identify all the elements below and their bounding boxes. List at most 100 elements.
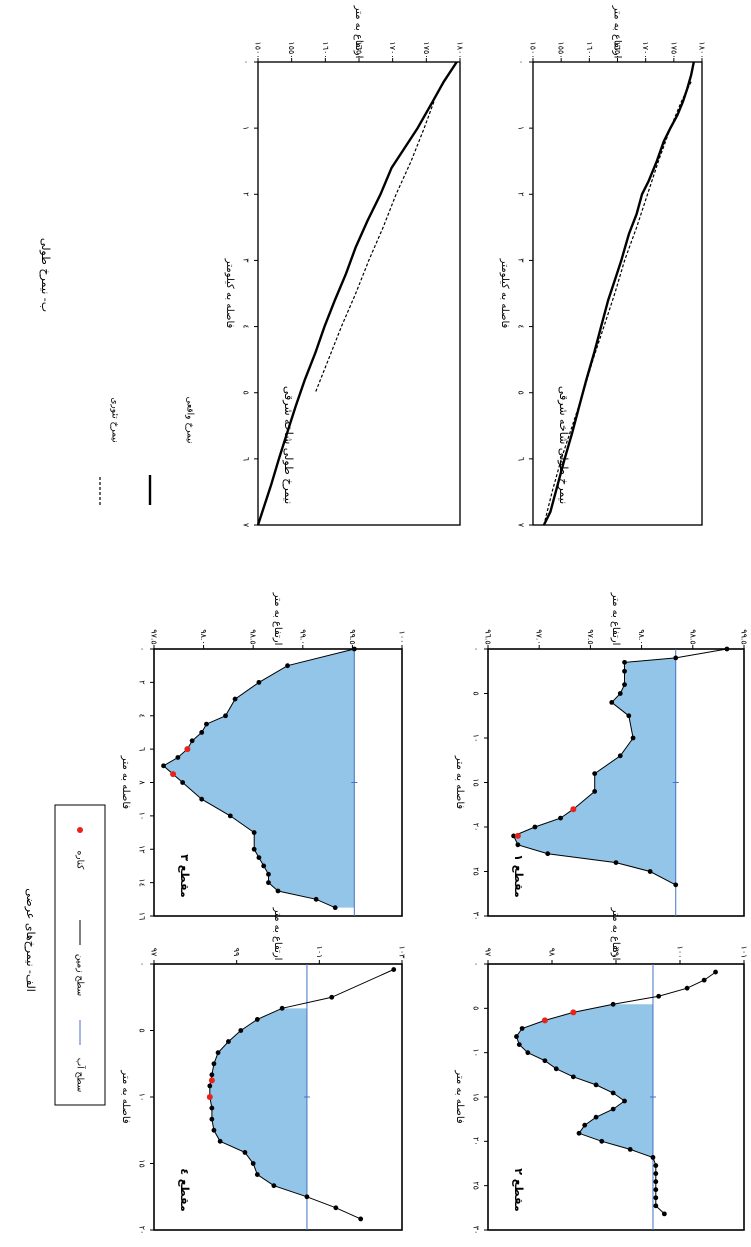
cross-section-title: مقطع ٣	[178, 854, 191, 898]
ground-point	[684, 985, 690, 991]
ground-point	[622, 682, 627, 687]
distance-tick-label: ١	[242, 126, 251, 130]
ground-point	[217, 1138, 223, 1144]
distance-tick-label: ٢٠	[138, 1226, 147, 1235]
ground-point	[199, 796, 205, 802]
distance-tick-label: ١٠	[138, 1093, 147, 1102]
ground-point	[653, 1171, 659, 1176]
ground-point	[592, 789, 598, 794]
distance-tick-label: ١٠	[472, 1048, 481, 1057]
value-tick-label: ٩٧	[150, 948, 159, 957]
legend-scour-label: کناره	[75, 851, 85, 871]
value-tick-label: ٩٧	[484, 948, 493, 957]
ground-point	[285, 663, 290, 669]
ground-point	[189, 738, 195, 744]
plot-frame	[257, 61, 461, 526]
ground-point	[391, 967, 397, 972]
distance-tick-label: ٤	[242, 324, 251, 328]
legend-ground-label: سطح زمین	[75, 954, 85, 996]
distance-tick-label: ٧	[242, 523, 251, 528]
water-area	[209, 1008, 307, 1197]
distance-tick-label: ٤	[517, 324, 526, 328]
ground-point	[724, 646, 730, 652]
scour-point	[541, 1017, 548, 1024]
legend-actual-label: نیمرخ واقعی	[185, 396, 195, 443]
legend-theory-label: نیمرخ تئوری	[110, 397, 120, 442]
distance-tick-label: ٠	[517, 60, 526, 64]
ground-point	[180, 780, 186, 785]
ground-point	[175, 755, 181, 760]
ground-point	[545, 851, 551, 857]
ground-point	[351, 646, 357, 652]
distance-tick-label: ١٠	[138, 812, 147, 821]
distance-tick-label: ٥	[242, 391, 251, 395]
ground-point	[647, 869, 653, 874]
cross-section-title: مقطع ٤	[178, 1168, 191, 1212]
distance-tick-label: ١٥	[472, 1093, 481, 1102]
value-tick-label: ١٠١	[740, 946, 749, 959]
ground-point	[207, 1083, 213, 1089]
ground-point	[576, 1130, 582, 1136]
ground-point	[333, 1205, 339, 1211]
ground-point	[227, 813, 233, 819]
ground-point	[254, 1017, 260, 1022]
distance-tick-label: ٦	[242, 457, 251, 461]
value-tick-label: ١٨٠٠	[456, 41, 465, 58]
scour-point	[206, 1094, 213, 1100]
ground-point	[582, 1122, 588, 1128]
profile-title: نیمرخ طولی شاخه شرقی	[557, 386, 570, 504]
series-theory	[314, 101, 435, 393]
distance-tick-label: ٢	[242, 192, 251, 196]
distance-tick-label: ١٥	[472, 778, 481, 787]
value-tick-label: ٩٨.٥	[249, 629, 258, 644]
ground-point	[511, 833, 516, 839]
ground-point	[238, 1028, 244, 1033]
ground-point	[599, 1138, 605, 1144]
distance-tick-label: ٠	[138, 962, 147, 966]
ground-point	[653, 1187, 659, 1193]
chart-cross-section-2: مقطع ٢ ١٠١ ١٠٠ ٩٩ ٩٨ ٩٧ ٠ ٥ ١٠ ١٥ ٢٠ ٢٥ ٣٠ ارتفاع به …	[454, 907, 749, 1235]
value-tick-label: ١٠١	[315, 946, 324, 959]
ground-point	[514, 1034, 519, 1039]
distance-tick-label: ٠	[138, 647, 147, 651]
series-theory	[543, 81, 692, 526]
distance-axis-title: فاصله به متر	[120, 755, 131, 810]
chart-cross-section-3: مقطع ٣ ١٠٠ ٩٩.٥ ٩٩.٠ ٩٨.٥ ٩٨.٠ ٩٧.٥٠ ٢ ٤ ٦ ٨ ١٠ ١٢ ١٤…	[120, 592, 407, 921]
distance-tick-label: ١	[517, 126, 526, 130]
distance-tick-label: ٠	[472, 962, 481, 966]
ground-point	[701, 977, 707, 983]
distance-axis-title: فاصله به متر	[120, 1069, 131, 1124]
ground-point	[515, 842, 521, 848]
ground-point	[532, 824, 538, 830]
ground-point	[622, 668, 627, 674]
value-tick-label: ٩٨.٠	[637, 629, 646, 644]
ground-point	[656, 993, 662, 999]
value-tick-label: ١٧٥٠	[422, 41, 431, 58]
ground-point	[304, 1194, 310, 1200]
ground-point	[211, 1127, 217, 1133]
chart-long-profile-upper: نیمرخ طولی شاخه شرقی١٨٠٠١٧٥٠١٧٠٠١٦٥٠١٦٠٠…	[499, 5, 707, 528]
ground-point	[609, 700, 615, 705]
ground-point	[673, 655, 679, 661]
legend-water-label: سطح آب	[75, 1058, 87, 1093]
ground-point	[593, 1082, 599, 1088]
ground-point	[329, 994, 335, 1000]
value-axis-title: ارتفاع به متر	[272, 907, 283, 961]
value-tick-label: ٩٧.٥	[150, 629, 159, 644]
distance-tick-label: ٣	[517, 258, 526, 263]
legend-long-profiles: نیمرخ واقعی نیمرخ تئوری	[99, 396, 195, 505]
ground-point	[570, 1074, 576, 1080]
cross-section-title: مقطع ٢	[512, 1168, 525, 1212]
distance-tick-label: ٠	[242, 60, 251, 64]
value-tick-label: ٩٩.٥	[740, 629, 749, 644]
distance-axis-title: فاصله به متر	[454, 755, 465, 810]
value-tick-label: ١٧٠٠	[388, 41, 397, 58]
value-axis-title: ارتفاع به متر	[272, 592, 283, 646]
legend-scour-symbol	[77, 827, 83, 833]
distance-tick-label: ١٤	[138, 878, 147, 887]
distance-tick-label: ٠	[472, 647, 481, 651]
ground-point	[553, 1066, 559, 1072]
ground-point	[653, 1203, 659, 1209]
distance-axis-title: فاصله به کیلومتر	[499, 258, 510, 329]
